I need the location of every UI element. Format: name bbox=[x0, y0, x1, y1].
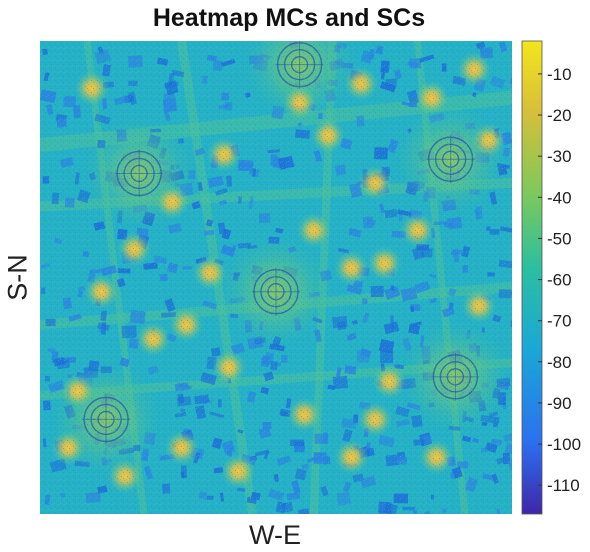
colorbar-tick-label: -80 bbox=[547, 353, 572, 372]
colorbar-tick-label: -50 bbox=[547, 229, 572, 248]
colorbar: -10 -20 -30 -40 -50 -60 -70 -80 -90 -100 -110 bbox=[521, 40, 581, 515]
chart-title: Heatmap MCs and SCs bbox=[152, 4, 426, 32]
colorbar-tick-label: -90 bbox=[547, 394, 572, 413]
colorbar-tick-label: -110 bbox=[547, 476, 580, 495]
colorbar-tick-label: -20 bbox=[547, 106, 572, 125]
heatmap-area bbox=[40, 41, 512, 514]
colorbar-gradient bbox=[521, 40, 543, 515]
colorbar-tick-label: -30 bbox=[547, 147, 572, 166]
colorbar-tick-label: -40 bbox=[547, 188, 572, 207]
colorbar-ticks: -10 -20 -30 -40 -50 -60 -70 -80 -90 -100 -110 bbox=[538, 65, 581, 495]
colorbar-tick-label: -100 bbox=[547, 435, 581, 454]
x-axis-label: W-E bbox=[249, 520, 301, 550]
colorbar-tick-label: -10 bbox=[547, 65, 572, 84]
colorbar-tick-label: -60 bbox=[547, 271, 572, 290]
colorbar-tick-label: -70 bbox=[547, 312, 572, 331]
noise-overlay bbox=[40, 41, 512, 514]
